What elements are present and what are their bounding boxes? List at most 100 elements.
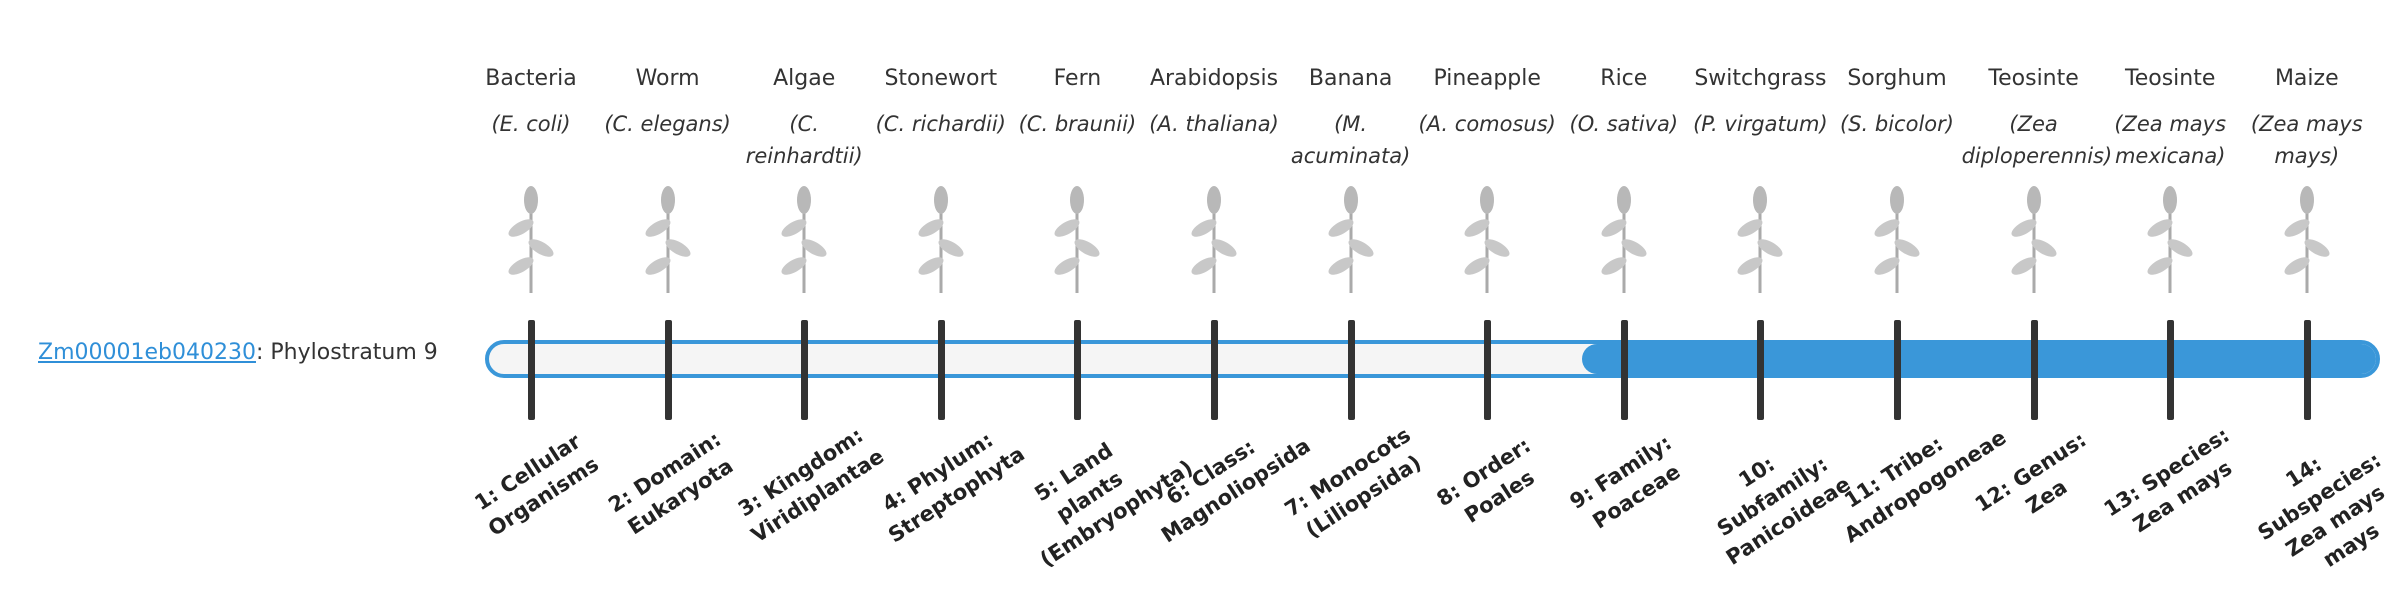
species-name: (C. elegans) — [604, 112, 731, 136]
organism-illustration — [918, 186, 964, 293]
stratum-column: Switchgrass (P. virgatum) 10: Subfamily: P… — [1692, 0, 1855, 580]
stratum-label: 6: Class: Magnoliopsida — [1157, 433, 1315, 548]
organism-image — [1457, 178, 1517, 296]
organism-illustration — [1464, 186, 1510, 293]
species-name: (P. virgatum) — [1693, 112, 1828, 136]
organism-image — [1594, 178, 1654, 296]
stratum-tick — [801, 320, 809, 420]
species-name: (Zea diploperennis) — [1961, 112, 2113, 168]
organism-name: Pineapple — [1433, 66, 1541, 91]
species-name: (E. coli) — [491, 112, 571, 136]
stratum-column: Pineapple (A. comosus) 8: Order: Poales — [1418, 0, 1555, 580]
organism-name: Algae — [773, 66, 836, 91]
progress-bar — [485, 340, 2380, 378]
organism-name: Bacteria — [485, 66, 577, 91]
organism-image — [1047, 178, 1107, 296]
species-name: (M. acuminata) — [1290, 112, 1411, 168]
stratum-tick — [528, 320, 535, 420]
organism-illustration — [2284, 186, 2330, 293]
progress-fill — [1582, 344, 2376, 374]
organism-image — [911, 178, 971, 296]
organism-name: Banana — [1308, 66, 1393, 91]
stratum-column: Worm (C. elegans) 2: Domain: Eukaryota — [600, 0, 737, 580]
stratum-label: 13: Species: Zea mays — [2099, 422, 2237, 538]
gene-summary: Zm00001eb040230: Phylostratum 9 — [38, 340, 438, 365]
organism-illustration — [1737, 186, 1783, 293]
stratum-label: 14: Subspecies: Zea mays mays — [2253, 447, 2389, 572]
organism-illustration — [1191, 186, 1237, 293]
organism-name: Teosinte — [2125, 66, 2216, 91]
organism-name: Arabidopsis — [1149, 66, 1279, 91]
species-name: (A. thaliana) — [1149, 112, 1279, 136]
species-name: (Zea mays mays) — [2250, 112, 2363, 168]
organism-illustration — [781, 186, 827, 293]
stratum-column: Algae (C. reinhardtii) 3: Kingdom: Viridip… — [734, 0, 888, 580]
stratum-label: 11: Tribe: Andropogoneae — [1840, 425, 2011, 548]
stratum-label: 7: Monocots (Liliopsida) — [1280, 422, 1426, 543]
organism-image — [501, 178, 561, 296]
stratum-column: Bacteria (E. coli) 1: Cellular Organisms — [463, 0, 603, 580]
species-name: (S. bicolor) — [1840, 112, 1954, 136]
stratum-label: 2: Domain: Eukaryota — [603, 427, 737, 540]
stratum-column: Maize (Zea mays mays) 14: Subspecies: Zea … — [2239, 0, 2389, 580]
stratum-tick — [1484, 320, 1492, 420]
stratum-column: Teosinte (Zea mays mexicana) 13: Species: … — [2100, 0, 2238, 580]
organism-image — [2140, 178, 2200, 296]
page: Zm00001eb040230: Phylostratum 9 Bacteria… — [38, 0, 2389, 580]
organism-illustration — [1601, 186, 1647, 293]
stratum-tick — [1894, 320, 1901, 420]
organism-name: Switchgrass — [1694, 66, 1827, 91]
organism-name: Teosinte — [1988, 66, 2079, 91]
stratum-column: Sorghum (S. bicolor) 11: Tribe: Andropogon… — [1829, 0, 2010, 580]
stratum-label: 9: Family: Poaceae — [1565, 430, 1685, 534]
organism-image — [2004, 178, 2064, 296]
stratum-label: 3: Kingdom: Viridiplantae — [734, 423, 889, 548]
stratum-column: Fern (C. braunii) 5: Land plants (Embryoph… — [1009, 0, 1198, 580]
stratum-column: Stonewort (C. richardii) 4: Phylum: Strept… — [873, 0, 1029, 580]
stratum-label: 12: Genus: Zea — [1970, 427, 2091, 519]
organism-name: Sorghum — [1847, 66, 1947, 91]
organism-name: Rice — [1600, 66, 1648, 91]
organism-illustration — [1874, 186, 1920, 293]
stratum-column: Banana (M. acuminata) 7: Monocots (Liliops… — [1280, 0, 1425, 580]
stratum-tick — [664, 320, 672, 420]
organism-illustration — [645, 186, 691, 293]
organism-illustration — [2011, 186, 2057, 293]
gene-stratum: : Phylostratum 9 — [255, 340, 438, 365]
stratum-tick — [1757, 320, 1765, 420]
species-name: (O. sativa) — [1569, 112, 1679, 136]
stratum-column: Rice (O. sativa) 9: Family: Poaceae — [1556, 0, 1692, 580]
organism-illustration — [1328, 186, 1374, 293]
organism-name: Fern — [1053, 66, 1102, 91]
species-name: (C. richardii) — [875, 112, 1006, 136]
stratum-label: 1: Cellular Organisms — [470, 429, 604, 541]
organism-image — [1730, 178, 1790, 296]
stratum-tick — [1074, 320, 1082, 420]
organism-illustration — [2147, 186, 2193, 293]
organism-image — [774, 178, 834, 296]
stratum-tick — [1347, 320, 1355, 420]
organism-illustration — [1054, 186, 1100, 293]
species-name: (A. comosus) — [1418, 112, 1556, 136]
organism-name: Worm — [635, 66, 700, 91]
species-name: (Zea mays mexicana) — [2114, 112, 2227, 168]
organism-image — [1867, 178, 1927, 296]
stratum-tick — [937, 320, 945, 420]
stratum-label: 4: Phylum: Streptophyta — [877, 427, 1029, 548]
organism-image — [1184, 178, 1244, 296]
stratum-tick — [2030, 320, 2038, 420]
species-name: (C. reinhardtii) — [745, 112, 863, 168]
gene-link[interactable]: Zm00001eb040230 — [38, 340, 256, 365]
stratum-tick — [2303, 320, 2311, 420]
species-name: (C. braunii) — [1018, 112, 1137, 136]
organism-name: Maize — [2274, 66, 2339, 91]
stratum-tick — [2167, 320, 2175, 420]
organism-image — [1321, 178, 1381, 296]
organism-name: Stonewort — [884, 66, 998, 91]
stratum-tick — [1211, 320, 1218, 420]
stratum-column: Teosinte (Zea diploperennis) 12: Genus: Ze… — [1962, 0, 2113, 580]
stratum-label: 8: Order: Poales — [1432, 433, 1539, 528]
organism-image — [2277, 178, 2337, 296]
stratum-tick — [1620, 320, 1628, 420]
stratum-column: Arabidopsis (A. thaliana) 6: Class: Magnol… — [1146, 0, 1314, 580]
